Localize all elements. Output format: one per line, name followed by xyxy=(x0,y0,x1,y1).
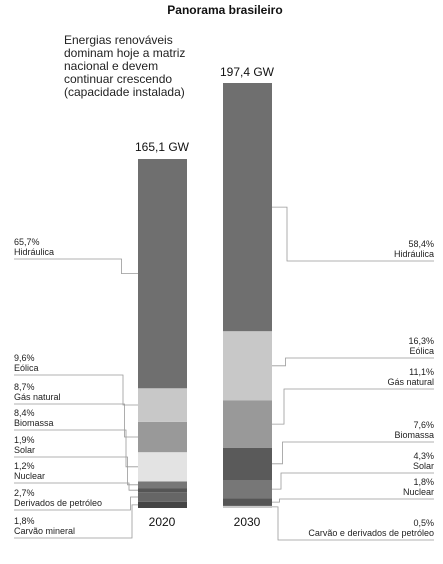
name-label-2020-nuclear: Nuclear xyxy=(14,471,45,481)
pct-label-2020-carvao-mineral: 1,8% xyxy=(14,516,35,526)
leader-2030-gas-natural xyxy=(272,388,434,425)
bar-2020-derivados-de-petroleo xyxy=(138,492,187,502)
name-label-2030-nuclear: Nuclear xyxy=(403,487,434,497)
pct-label-2020-hidraulica: 65,7% xyxy=(14,237,40,247)
leader-2020-gas-natural xyxy=(14,403,138,438)
chart-subtitle-line-1: Energias renováveis xyxy=(64,33,173,47)
leader-2030-nuclear xyxy=(272,498,434,503)
pct-label-2030-hidraulica: 58,4% xyxy=(408,239,434,249)
leader-2030-biomassa xyxy=(272,441,434,465)
pct-label-2030-nuclear: 1,8% xyxy=(413,477,434,487)
pct-label-2020-eolica: 9,6% xyxy=(14,353,35,363)
bar-2020-hidraulica xyxy=(138,159,187,389)
bar-2030-solar xyxy=(223,480,272,499)
chart-subtitle-line-2: dominam hoje a matriz xyxy=(64,46,185,60)
bar-2030-hidraulica xyxy=(223,83,272,332)
name-label-2020-eolica: Eólica xyxy=(14,363,39,373)
pct-label-2030-biomassa: 7,6% xyxy=(413,420,434,430)
leader-2020-nuclear xyxy=(14,482,138,491)
bar-2030-biomassa xyxy=(223,447,272,480)
name-label-2020-gas-natural: Gás natural xyxy=(14,392,61,402)
leader-2030-carvao-e-derivados-de-petroleo xyxy=(272,506,434,541)
chart-title: Panorama brasileiro xyxy=(167,3,282,17)
name-label-2020-hidraulica: Hidráulica xyxy=(14,247,54,257)
pct-label-2030-gas-natural: 11,1% xyxy=(409,367,434,377)
total-label-2020: 165,1 GW xyxy=(135,140,190,154)
name-label-2020-carvao-mineral: Carvão mineral xyxy=(14,526,75,536)
leader-2030-hidraulica xyxy=(272,206,434,262)
leader-2020-eolica xyxy=(14,374,138,406)
bar-2030-gas-natural xyxy=(223,400,272,448)
bar-2020-eolica xyxy=(138,388,187,422)
chart-subtitle-line-5: (capacidade instalada) xyxy=(64,85,185,99)
year-label-2030: 2030 xyxy=(234,515,261,529)
pct-label-2020-nuclear: 1,2% xyxy=(14,461,35,471)
name-label-2030-biomassa: Biomassa xyxy=(394,430,434,440)
name-label-2030-gas-natural: Gás natural xyxy=(387,377,434,387)
pct-label-2020-derivados-de-petroleo: 2,7% xyxy=(14,488,35,498)
name-label-2020-solar: Solar xyxy=(14,445,35,455)
leader-2020-solar xyxy=(14,456,138,486)
year-label-2020: 2020 xyxy=(149,515,176,529)
bar-2020-biomassa xyxy=(138,452,187,482)
name-label-2030-hidraulica: Hidráulica xyxy=(394,249,434,259)
pct-label-2030-solar: 4,3% xyxy=(413,451,434,461)
bar-2020-nuclear xyxy=(138,488,187,493)
name-label-2030-solar: Solar xyxy=(413,461,434,471)
leader-2020-derivados-de-petroleo xyxy=(14,496,138,511)
chart-subtitle-line-3: nacional e devem xyxy=(64,59,158,73)
leader-2030-eolica xyxy=(272,357,434,367)
name-label-2020-biomassa: Biomassa xyxy=(14,418,54,428)
name-label-2030-eolica: Eólica xyxy=(409,346,434,356)
name-label-2030-carvao-e-derivados-de-petroleo: Carvão e derivados de petróleo xyxy=(308,528,434,538)
name-label-2020-derivados-de-petroleo: Derivados de petróleo xyxy=(14,498,102,508)
bar-2030-eolica xyxy=(223,331,272,401)
bar-2020-gas-natural xyxy=(138,421,187,453)
bar-2020-solar xyxy=(138,481,187,489)
leader-2020-carvao-mineral xyxy=(14,504,138,539)
pct-label-2030-eolica: 16,3% xyxy=(408,336,434,346)
total-label-2030: 197,4 GW xyxy=(220,65,275,79)
pct-label-2020-gas-natural: 8,7% xyxy=(14,382,35,392)
pct-label-2020-biomassa: 8,4% xyxy=(14,408,35,418)
leader-2020-hidraulica xyxy=(14,258,138,274)
bar-2030-carvao-e-derivados-de-petroleo xyxy=(223,505,272,508)
leader-lines xyxy=(14,206,434,541)
leader-2030-solar xyxy=(272,472,434,490)
pct-label-2020-solar: 1,9% xyxy=(14,435,35,445)
bar-2030-nuclear xyxy=(223,498,272,506)
chart-subtitle-line-4: continuar crescendo xyxy=(64,72,172,86)
pct-label-2030-carvao-e-derivados-de-petroleo: 0,5% xyxy=(413,518,434,528)
bar-2020-carvao-mineral xyxy=(138,501,187,508)
stacked-bars xyxy=(138,83,272,508)
leader-2020-biomassa xyxy=(14,429,138,468)
